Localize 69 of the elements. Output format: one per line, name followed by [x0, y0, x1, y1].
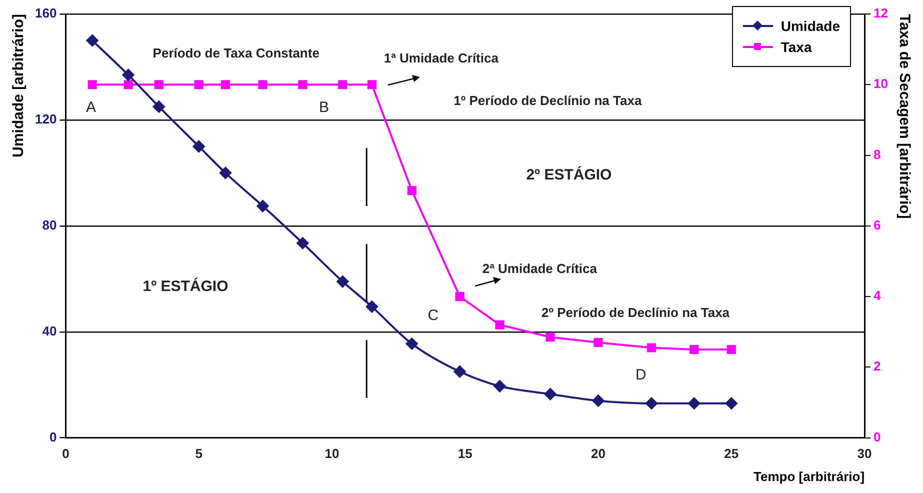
point: [495, 320, 504, 330]
point: [592, 394, 604, 407]
point: [256, 200, 269, 212]
point: [546, 332, 555, 342]
point: [122, 68, 134, 81]
y2-tick-label: 0: [874, 429, 881, 444]
legend-label: Umidade: [780, 18, 840, 34]
annotation: Período de Taxa Constante: [152, 45, 320, 60]
point: [298, 80, 308, 90]
y2-tick-label: 8: [874, 146, 881, 162]
point: [220, 80, 230, 90]
x-tick-label: 20: [591, 446, 606, 462]
point: [455, 292, 464, 302]
point: [258, 80, 268, 90]
annotation: 2º Período de Declínio na Taxa: [542, 304, 730, 320]
x-tick-label: 15: [458, 446, 472, 462]
point: [690, 344, 699, 354]
y2-tick-label: 4: [874, 288, 882, 304]
y2-tick-label: 12: [874, 6, 888, 21]
annotation: B: [318, 99, 329, 116]
x-tick-label: 10: [324, 446, 340, 462]
annotation: D: [635, 366, 646, 384]
annotation: 1º ESTÁGIO: [142, 276, 229, 295]
point: [407, 186, 416, 196]
y2-tick-label: 10: [874, 76, 888, 92]
y2-axis-title: Taxa de Secagem [arbitrário]: [896, 14, 913, 219]
annotation: 2º ESTÁGIO: [526, 166, 612, 184]
point: [406, 338, 418, 350]
y-tick-label: 120: [34, 112, 57, 127]
x-tick-label: 25: [724, 446, 739, 462]
point: [194, 80, 204, 90]
y-tick-label: 160: [34, 6, 57, 21]
annotation: 2ª Umidade Crítica: [482, 261, 598, 276]
point: [367, 80, 376, 90]
annotation: 1º Período de Declínio na Taxa: [454, 92, 642, 108]
point: [86, 34, 98, 46]
point: [646, 343, 656, 352]
point: [88, 80, 97, 90]
point: [296, 237, 309, 250]
point: [219, 166, 232, 179]
point: [124, 80, 133, 90]
x-tick-label: 5: [195, 446, 202, 462]
point: [154, 80, 164, 90]
point: [725, 397, 738, 410]
x-axis-title: Tempo [arbitrário]: [754, 468, 865, 484]
point: [336, 276, 349, 288]
annotation: A: [86, 99, 96, 116]
point: [338, 80, 348, 90]
point: [366, 300, 378, 313]
x-tick-label: 0: [62, 446, 70, 462]
annotation: 1ª Umidade Crítica: [384, 50, 500, 66]
legend-label: Taxa: [780, 39, 812, 55]
point: [544, 388, 556, 400]
y-tick-label: 40: [42, 323, 57, 338]
y2-tick-label: 2: [874, 358, 881, 374]
point: [454, 366, 466, 378]
point: [494, 380, 506, 392]
point: [726, 344, 736, 354]
point: [152, 100, 165, 113]
point: [594, 338, 603, 347]
y-tick-label: 0: [49, 429, 57, 444]
y-tick-label: 80: [42, 217, 57, 232]
y2-tick-label: 6: [874, 217, 881, 232]
point: [688, 397, 700, 410]
x-tick-label: 30: [857, 446, 872, 462]
annotation: C: [428, 307, 439, 324]
y-axis-title: Umidade [arbitrário]: [10, 14, 28, 158]
point: [646, 397, 658, 410]
point: [192, 140, 205, 152]
